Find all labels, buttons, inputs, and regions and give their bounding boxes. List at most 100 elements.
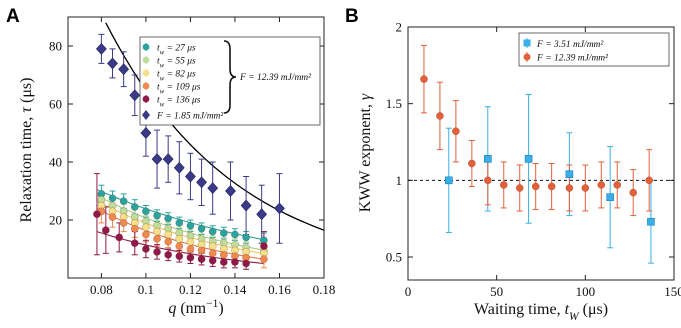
data-point <box>565 184 574 192</box>
data-point <box>468 159 476 168</box>
data-point <box>242 233 250 242</box>
data-point <box>142 223 150 232</box>
data-point <box>581 184 590 192</box>
data-point <box>515 184 524 192</box>
data-point <box>196 176 207 189</box>
x-tick-label: 0.12 <box>179 282 202 297</box>
data-point <box>197 224 206 233</box>
data-point <box>186 237 195 246</box>
x-axis-title: Waiting time, tW (μs) <box>474 301 608 323</box>
data-point <box>444 176 453 185</box>
data-point <box>256 208 268 221</box>
y-axis-title: Relaxation time, τ (μs) <box>18 78 35 223</box>
data-point <box>499 181 508 189</box>
x-tick-label: 0.16 <box>268 282 291 297</box>
data-point <box>153 248 161 256</box>
data-point <box>208 249 217 258</box>
panel-letter-b: B <box>345 6 359 27</box>
data-point <box>108 213 117 221</box>
data-point <box>186 245 195 253</box>
legend-marker <box>142 110 150 120</box>
legend-box <box>518 32 670 67</box>
y-tick-label: 0.5 <box>386 250 402 265</box>
data-point <box>175 219 184 227</box>
x-axis-title: q (nm−1) <box>168 298 223 317</box>
y-tick-label: 2 <box>396 20 403 35</box>
legend-brace <box>223 40 237 114</box>
legend-marker <box>142 95 150 103</box>
data-point <box>102 226 110 234</box>
data-point <box>207 182 219 195</box>
data-point <box>274 202 285 215</box>
data-point <box>452 127 460 136</box>
data-point <box>606 193 614 201</box>
plot-frame <box>407 26 675 281</box>
panel-letter-a: A <box>6 6 20 27</box>
legend-entry: tw = 27 μs <box>157 44 196 57</box>
data-point <box>231 230 239 239</box>
data-point <box>142 230 150 239</box>
data-point <box>151 153 163 166</box>
data-point <box>175 235 184 243</box>
data-point <box>240 199 252 212</box>
data-point <box>107 57 118 70</box>
data-point <box>93 210 101 218</box>
data-point <box>115 233 123 242</box>
legend-entry: tw = 55 μs <box>157 57 196 70</box>
legend-entry: tw = 82 μs <box>157 70 196 83</box>
data-point <box>531 182 540 191</box>
x-tick-label: 0.08 <box>90 282 113 297</box>
legend-entry: F = 1.85 mJ/mm² <box>156 112 223 122</box>
y-tick-label: 80 <box>49 39 62 54</box>
data-point <box>436 112 444 120</box>
legend-marker <box>523 39 531 47</box>
data-point <box>597 181 606 189</box>
x-tick-label: 0.1 <box>138 282 154 297</box>
plot-frame <box>67 16 325 279</box>
legend-marker <box>142 82 150 90</box>
panel-a-chart: 0.08 0.1 0.12 0.14 0.16 0.18 20 40 60 80 q (nm−1) R… <box>18 16 335 317</box>
data-point <box>173 161 185 174</box>
data-point <box>220 250 228 259</box>
data-point <box>162 153 174 166</box>
data-point <box>142 207 150 216</box>
data-point <box>130 203 139 211</box>
data-point <box>185 170 196 183</box>
data-point <box>119 197 128 205</box>
x-tick-label: 150 <box>664 284 681 299</box>
data-point <box>225 185 236 197</box>
data-point <box>220 229 228 237</box>
legend-marker <box>142 43 150 51</box>
y-tick-label: 1.5 <box>386 96 402 111</box>
legend-marker <box>523 53 531 61</box>
data-point <box>175 242 184 250</box>
data-point <box>208 242 217 250</box>
legend-entry: F = 12.39 mJ/mm² <box>536 54 608 64</box>
data-point <box>164 237 172 246</box>
panel-b-chart: 0 50 100 150 0.5 1 1.5 2 Waiting time, tW (μs) KW… <box>357 20 681 324</box>
data-point <box>197 255 206 263</box>
data-point <box>130 224 139 233</box>
x-tick-label: 50 <box>490 284 503 299</box>
data-point <box>208 256 217 265</box>
data-point <box>524 155 533 163</box>
legend-entry: tw = 136 μs <box>157 96 201 109</box>
data-point <box>129 89 141 102</box>
data-point <box>108 194 117 203</box>
legend-marker <box>142 56 150 64</box>
data-point <box>119 219 128 227</box>
legend-marker <box>142 69 150 77</box>
x-tick-label: 0 <box>405 284 412 299</box>
data-point <box>164 214 172 223</box>
data-point <box>118 63 130 76</box>
data-point <box>613 181 622 189</box>
data-point <box>647 217 655 226</box>
data-point <box>231 258 239 266</box>
legend-entry: F = 3.51 mJ/mm² <box>536 40 603 50</box>
y-tick-label: 20 <box>49 213 62 228</box>
x-tick-label: 100 <box>576 284 596 299</box>
data-point <box>95 42 107 55</box>
y-axis-title: KWW exponent, γ <box>357 93 374 212</box>
data-point <box>260 255 268 263</box>
